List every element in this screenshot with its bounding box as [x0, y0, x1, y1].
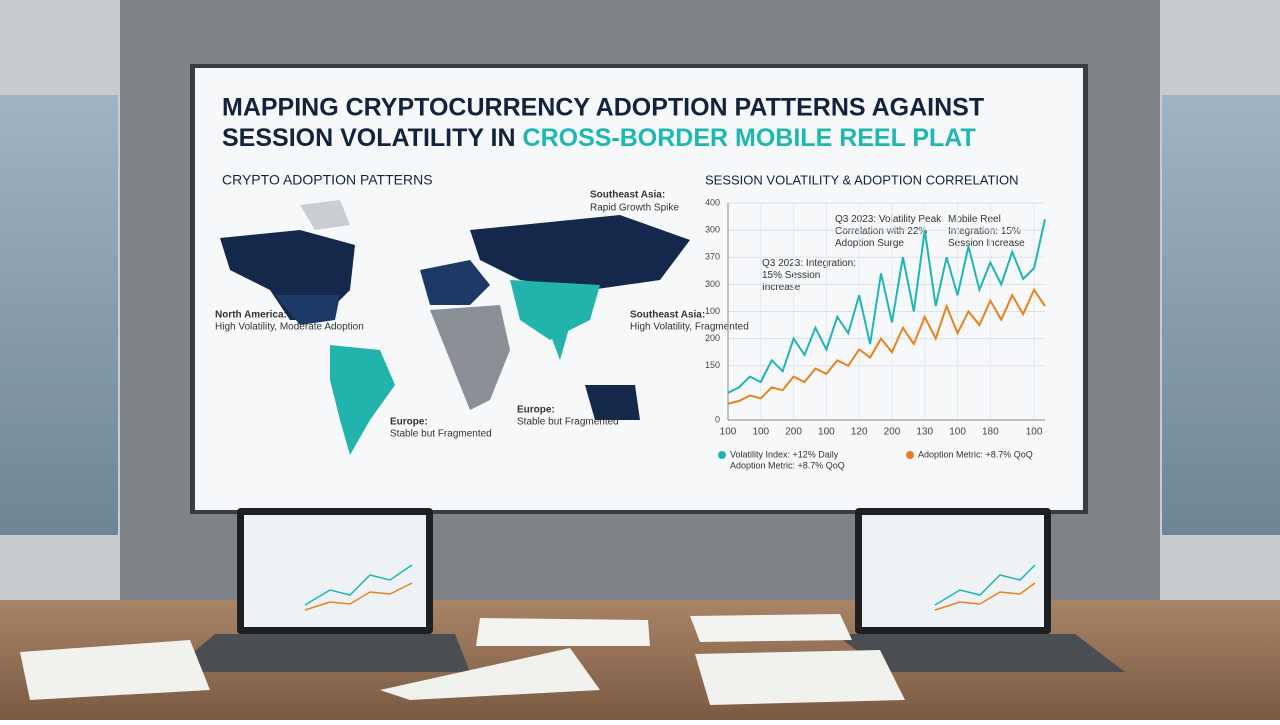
map-label-text: Rapid Growth Spike [590, 203, 679, 214]
world-map [220, 200, 690, 455]
legend-swatch [718, 451, 726, 459]
x-tick-label: 130 [916, 427, 933, 438]
window-left [0, 95, 118, 535]
map-label-heading: Europe: [517, 405, 555, 416]
y-tick-label: 150 [705, 360, 720, 370]
x-tick-label: 100 [720, 427, 737, 438]
x-tick-label: 100 [1026, 427, 1043, 438]
y-tick-label: 300 [705, 225, 720, 235]
laptop-right [835, 508, 1125, 672]
laptop-left [170, 508, 470, 672]
map-label-text: High Volatility, Moderate Adoption [215, 322, 364, 333]
series-line [727, 287, 1046, 405]
map-label-heading: Southeast Asia: [630, 310, 705, 321]
legend-label: Adoption Metric: +8.7% QoQ [918, 449, 1033, 459]
annotation: Q3 2023: Integration: 15% Session Increa… [762, 258, 856, 293]
window-right [1162, 95, 1280, 535]
x-tick-label: 180 [982, 427, 999, 438]
y-tick-label: 200 [705, 333, 720, 343]
title-line2-accent: CROSS-BORDER MOBILE REEL PLAT [523, 124, 976, 152]
map-label-text: High Volatility, Fragmented [630, 322, 749, 333]
annotation-box: Q3 2023: Integration: 15% Session Increa… [762, 258, 856, 293]
map-label-heading: Southeast Asia: [590, 190, 665, 201]
chart-title: SESSION VOLATILITY & ADOPTION CORRELATIO… [705, 172, 1019, 187]
series-line [727, 219, 1046, 394]
map-label-text: Stable but Fragmented [517, 417, 619, 428]
map-title: CRYPTO ADOPTION PATTERNS [222, 172, 433, 188]
y-tick-label: 100 [705, 306, 720, 316]
x-tick-label: 200 [884, 427, 901, 438]
x-tick-label: 100 [818, 427, 835, 438]
y-tick-label: 300 [705, 279, 720, 289]
legend-note: Adoption Metric: +8.7% QoQ [730, 460, 845, 470]
map-label-heading: North America: [215, 310, 287, 321]
title-line2: SESSION VOLATILITY IN CROSS-BORDER MOBIL… [222, 124, 976, 152]
x-tick-label: 200 [785, 427, 802, 438]
map-label-text: Stable but Fragmented [390, 429, 492, 440]
annotation: Q3 2023: Volatility Peak Correlation wit… [835, 214, 942, 249]
x-tick-label: 120 [851, 427, 868, 438]
title-line2-main: SESSION VOLATILITY IN [222, 124, 516, 152]
annotation-box: Mobile Reel Integration: 15% Session Inc… [948, 214, 1025, 249]
y-tick-label: 400 [705, 197, 720, 207]
x-tick-label: 100 [949, 427, 966, 438]
legend-swatch [906, 451, 914, 459]
y-tick-label: 0 [715, 414, 720, 424]
map-labels: Southeast Asia: Rapid Growth Spike North… [215, 190, 749, 440]
papers [20, 614, 905, 705]
title-line1: MAPPING CRYPTOCURRENCY ADOPTION PATTERNS… [222, 94, 984, 122]
x-tick-label: 100 [752, 427, 769, 438]
annotation: Mobile Reel Integration: 15% Session Inc… [948, 214, 1025, 249]
legend-label: Volatility Index: +12% Daily [730, 449, 839, 459]
map-label-heading: Europe: [390, 417, 428, 428]
annotation-box: Q3 2023: Volatility Peak Correlation wit… [835, 214, 942, 249]
annotations: Q3 2023: Volatility Peak Correlation wit… [762, 214, 1025, 293]
y-tick-label: 370 [705, 252, 720, 262]
